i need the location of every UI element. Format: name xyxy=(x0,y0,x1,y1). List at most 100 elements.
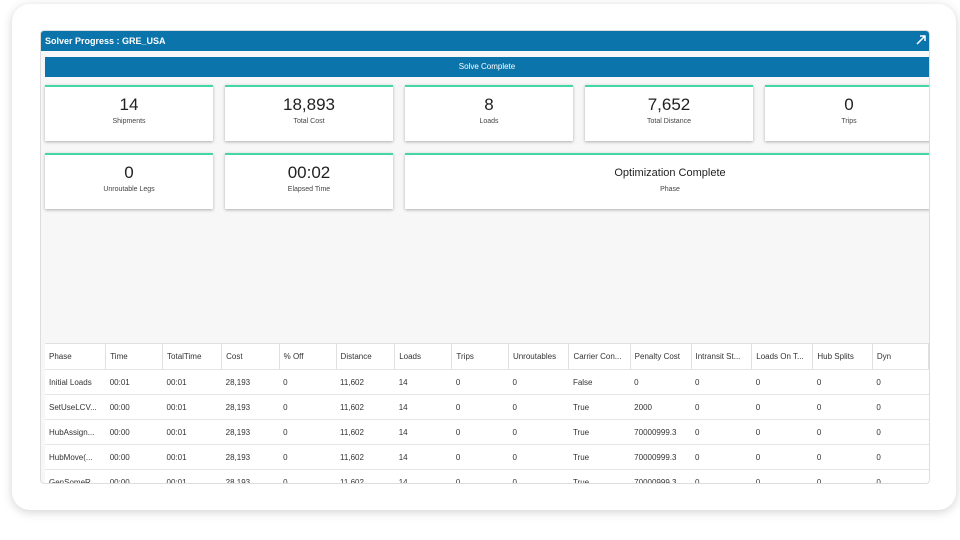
column-header: Cost xyxy=(221,343,280,370)
table-cell: 0 xyxy=(812,369,873,395)
table-cell: 0 xyxy=(279,419,337,445)
metric-label: Loads xyxy=(479,118,499,125)
table-cell: 2000 xyxy=(630,394,691,420)
table-cell: 11,602 xyxy=(336,394,395,420)
table-cell: 0 xyxy=(812,444,873,470)
table-cell: 00:00 xyxy=(105,394,163,420)
table-cell: 28,193 xyxy=(221,369,280,395)
table-cell: 0 xyxy=(451,419,509,445)
table-cell: True xyxy=(568,469,631,483)
table-cell: 0 xyxy=(812,394,873,420)
table-cell: 0 xyxy=(691,419,752,445)
table-cell: 11,602 xyxy=(336,369,395,395)
table-cell: 0 xyxy=(872,444,929,470)
table-cell: True xyxy=(568,419,631,445)
column-header: Dyn xyxy=(872,343,929,370)
metric-label: Elapsed Time xyxy=(287,186,331,193)
table-cell: 0 xyxy=(751,444,813,470)
table-cell: 0 xyxy=(279,469,337,483)
metric-value: 00:02 xyxy=(287,163,331,182)
table-cell: 28,193 xyxy=(221,469,280,483)
table-cell: 00:01 xyxy=(162,394,222,420)
table-cell: 0 xyxy=(508,369,569,395)
metric-value: Optimization Complete xyxy=(614,167,726,179)
metric-card: 00:02 Elapsed Time xyxy=(225,153,393,209)
table-cell: 0 xyxy=(751,394,813,420)
table-cell: 0 xyxy=(508,419,569,445)
column-header: Trips xyxy=(451,343,509,370)
table-cell: 0 xyxy=(691,394,752,420)
table-cell: 70000999.3 xyxy=(630,444,691,470)
table-cell: 00:00 xyxy=(105,419,163,445)
expand-button[interactable] xyxy=(915,34,927,46)
metric-label: Total Distance xyxy=(647,118,691,125)
table-cell: 0 xyxy=(451,469,509,483)
metric-card: 8 Loads xyxy=(405,85,573,141)
table-row: HubAssign... 00:00 00:01 28,193 0 11,602 14 0 0 T… xyxy=(45,419,929,445)
table-cell: 14 xyxy=(394,444,452,470)
status-bar: Solve Complete xyxy=(45,57,929,77)
table-cell: 0 xyxy=(508,444,569,470)
metric-value: 0 xyxy=(124,163,134,182)
metric-value: 7,652 xyxy=(647,95,691,114)
column-header: Carrier Con... xyxy=(568,343,631,370)
table-cell: 0 xyxy=(508,469,569,483)
table-cell: 70000999.3 xyxy=(630,419,691,445)
metric-value: 8 xyxy=(484,95,494,114)
table-cell: 0 xyxy=(630,369,691,395)
table-cell: 11,602 xyxy=(336,419,395,445)
table-cell: 70000999.3 xyxy=(630,469,691,483)
table-cell: 0 xyxy=(872,394,929,420)
table-row: SetUseLCV... 00:00 00:01 28,193 0 11,602 14 0 0 T… xyxy=(45,394,929,420)
metric-label: Total Cost xyxy=(293,118,325,125)
table-cell: 0 xyxy=(812,419,873,445)
table-cell: 0 xyxy=(691,469,752,483)
table-cell: 0 xyxy=(691,369,752,395)
table-cell: 11,602 xyxy=(336,469,395,483)
table-row: GenSomeR... 00:00 00:01 28,193 0 11,602 14 0 0 Tr… xyxy=(45,469,929,483)
column-header: Time xyxy=(105,343,164,370)
metric-card: 7,652 Total Distance xyxy=(585,85,753,141)
table-cell: 0 xyxy=(691,444,752,470)
table-cell: 14 xyxy=(394,369,452,395)
table-cell: 0 xyxy=(751,369,813,395)
table-cell: 00:01 xyxy=(162,469,222,483)
table-cell: 14 xyxy=(394,394,452,420)
table-header: Phase Time TotalTime Cost% Off Distance Loads… xyxy=(45,343,929,370)
table-cell: 00:01 xyxy=(162,419,222,445)
table-cell: 0 xyxy=(451,394,509,420)
table-cell: SetUseLCV... xyxy=(45,394,106,420)
column-header: Loads On T... xyxy=(751,343,814,370)
metric-label: Phase xyxy=(660,186,680,193)
table-cell: HubMove(... xyxy=(45,444,106,470)
table-cell: 0 xyxy=(751,419,813,445)
column-header: Hub Splits xyxy=(812,343,873,370)
metric-card: Optimization Complete Phase xyxy=(405,153,929,209)
metric-card: 18,893 Total Cost xyxy=(225,85,393,141)
table-cell: 0 xyxy=(279,444,337,470)
table-cell: 00:01 xyxy=(162,369,222,395)
metric-value: 0 xyxy=(844,95,854,114)
table-row: HubMove(... 00:00 00:01 28,193 0 11,602 14 0 0 Tr… xyxy=(45,444,929,470)
column-header: Intransit St... xyxy=(691,343,753,370)
table-cell: 0 xyxy=(872,469,929,483)
table-row: Initial Loads 00:01 00:01 28,193 0 11,602 14 0 0… xyxy=(45,369,929,395)
table-cell: 0 xyxy=(751,469,813,483)
column-header: Unroutables xyxy=(508,343,570,370)
column-header: Loads xyxy=(394,343,453,370)
table-cell: 28,193 xyxy=(221,394,280,420)
table-cell: Initial Loads xyxy=(45,369,106,395)
table-cell: 0 xyxy=(508,394,569,420)
metric-label: Trips xyxy=(841,118,857,125)
column-header: Distance xyxy=(336,343,396,370)
table-cell: 0 xyxy=(872,369,929,395)
table-cell: 00:00 xyxy=(105,469,163,483)
table-cell: 0 xyxy=(279,369,337,395)
table-cell: 00:01 xyxy=(105,369,163,395)
table-cell: 11,602 xyxy=(336,444,395,470)
column-header: Penalty Cost xyxy=(630,343,692,370)
metric-value: 18,893 xyxy=(283,95,335,114)
window-title: Solver Progress : GRE_USA xyxy=(45,36,166,46)
metric-card: 0 Unroutable Legs xyxy=(45,153,213,209)
table-cell: 0 xyxy=(812,469,873,483)
